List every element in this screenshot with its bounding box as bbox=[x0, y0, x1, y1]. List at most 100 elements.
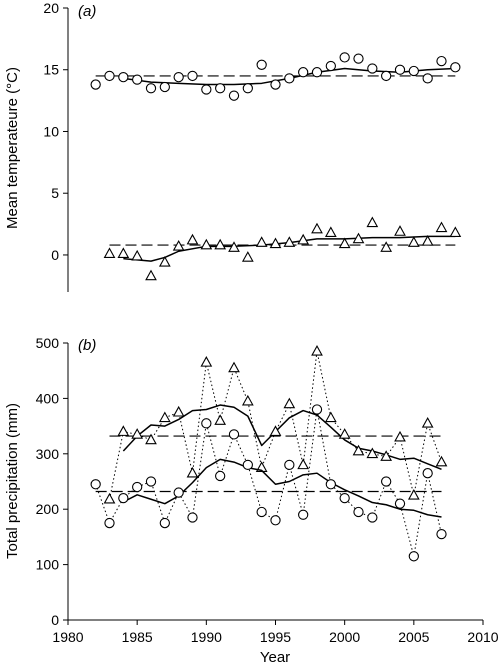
panel-b-series-2-circle-point bbox=[381, 476, 392, 487]
panel-b-series-2-circle-point bbox=[394, 498, 406, 509]
panel-b-series-2-dotted-line bbox=[95, 409, 442, 557]
panel-b-y-tick-label: 300 bbox=[36, 446, 60, 462]
panel-a-series-1-circle-point bbox=[187, 70, 198, 82]
panel-a-y-tick-label: 10 bbox=[43, 123, 59, 139]
panel-a-series-1-circle-point bbox=[436, 55, 447, 67]
panel-b-y-ticks: 0 100 200 300 400 500 bbox=[36, 335, 68, 628]
panel-a-series-2-triangle-point bbox=[228, 241, 240, 252]
panel-b-label: (b) bbox=[78, 337, 96, 354]
panel-a-series-1-circle-point bbox=[118, 71, 129, 83]
panel-b-series-2-circle-point bbox=[325, 479, 336, 490]
panel-a-series-1-circle-point bbox=[339, 52, 350, 63]
panel-b-series-1-triangle-point bbox=[283, 397, 296, 409]
panel-b-series-1-triangle-point bbox=[297, 458, 310, 470]
panel-b-series-2-circle-point bbox=[145, 476, 157, 487]
panel-a-series-2-triangle-point bbox=[421, 235, 434, 246]
panel-a-series-1-circle-point bbox=[228, 90, 240, 101]
panel-a-series-1-circle-point bbox=[173, 71, 184, 83]
panel-b-series-1-triangle-point bbox=[186, 466, 199, 478]
panel-a-series-1-circle-point bbox=[201, 84, 212, 95]
panel-a-plot-area bbox=[90, 52, 462, 281]
x-tick-label: 1980 bbox=[52, 629, 83, 645]
panel-b-series-1-triangle-point bbox=[324, 411, 337, 423]
panel-b-series-2-circle-point bbox=[311, 404, 323, 415]
panel-b-series-1-triangle-point bbox=[117, 425, 130, 436]
panel-b-series-2-circle-point bbox=[270, 515, 281, 526]
panel-a-series-1-circle-point bbox=[284, 73, 295, 84]
panel-a-label: (a) bbox=[78, 3, 96, 20]
panel-a-series-1-circle-point bbox=[270, 79, 281, 90]
panel-a-series-1-circle-point bbox=[394, 64, 406, 75]
panel-a-series-1-circle-point bbox=[325, 60, 336, 72]
panel-b-series-1-triangle-point bbox=[394, 430, 406, 442]
panel-b-series-2-circle-point bbox=[367, 512, 378, 523]
panel-b-y-tick-label: 400 bbox=[36, 390, 60, 406]
panel-a-series-2-triangle-point bbox=[297, 233, 310, 245]
panel-b-series-1-triangle-point bbox=[380, 450, 393, 461]
panel-a-series-1-circle-point bbox=[367, 63, 378, 74]
x-tick-label: 2005 bbox=[398, 629, 429, 645]
panel-a-series-1-circle-point bbox=[298, 67, 309, 78]
panel-b-series-1-triangle-point bbox=[421, 416, 434, 428]
panel-b-y-axis-title: Total precipitation (mm) bbox=[4, 403, 21, 559]
panel-a-series-2-triangle-point bbox=[131, 249, 144, 261]
panel-b-series-2-circle-point bbox=[215, 470, 226, 482]
panel-b-precipitation: 0 100 200 300 400 500 1980 1985 1990 1995 2000 200… bbox=[4, 335, 499, 666]
panel-a-series-2-triangle-point bbox=[103, 247, 116, 259]
panel-a-series-2-triangle-point bbox=[324, 226, 337, 238]
panel-a-series-1-circle-point bbox=[145, 83, 157, 94]
panel-b-series-2-circle-point bbox=[201, 418, 212, 429]
panel-b-series-1-triangle-point bbox=[131, 428, 144, 439]
panel-b-series-1-triangle-point bbox=[435, 455, 448, 467]
panel-b-series-2-circle-point bbox=[298, 509, 309, 520]
panel-a-series-2-triangle-point bbox=[145, 269, 157, 281]
panel-a-y-tick-label: 15 bbox=[43, 62, 59, 78]
panel-b-x-ticks: 1980 1985 1990 1995 2000 2005 2010 bbox=[52, 620, 499, 645]
x-tick-label: 1985 bbox=[122, 629, 153, 645]
panel-b-y-tick-label: 100 bbox=[36, 557, 60, 573]
panel-a-series-1-circle-point bbox=[242, 83, 253, 94]
panel-b-series-1-triangle-point bbox=[352, 444, 365, 456]
panel-b-plot-area bbox=[90, 344, 448, 562]
panel-a-series-2-triangle-point bbox=[172, 239, 185, 251]
panel-b-series-1-triangle-point bbox=[366, 447, 379, 459]
panel-b-series-2-circle-point bbox=[132, 481, 143, 493]
panel-a-series-2-triangle-point bbox=[255, 236, 268, 247]
panel-a-series-2-triangle-point bbox=[269, 237, 282, 249]
panel-b-series-2-circle-point bbox=[118, 492, 129, 504]
panel-a-series-1-circle-point bbox=[104, 70, 115, 82]
x-tick-label: 1995 bbox=[260, 629, 291, 645]
panel-b-series-1-triangle-point bbox=[158, 411, 171, 423]
panel-b-series-2-circle-point bbox=[242, 459, 253, 471]
panel-b-y-tick-label: 0 bbox=[51, 612, 59, 628]
panel-a-series-1-circle-point bbox=[159, 81, 170, 93]
panel-a-series-1-circle-point bbox=[450, 62, 461, 73]
panel-a-series-2-triangle-point bbox=[283, 236, 296, 247]
panel-a-y-tick-label: 20 bbox=[43, 0, 59, 16]
panel-b-series-2-circle-point bbox=[256, 506, 267, 518]
panel-a-series-1-circle-point bbox=[422, 73, 433, 84]
panel-b-series-1-triangle-point bbox=[200, 356, 213, 367]
panel-a-series-1-circle-point bbox=[256, 59, 267, 70]
panel-a-series-1-circle-point bbox=[215, 83, 226, 94]
panel-a-series-2-triangle-point bbox=[407, 236, 420, 247]
panel-a-series-2-triangle-point bbox=[200, 238, 213, 250]
panel-a-series-2-triangle-point bbox=[449, 226, 462, 238]
panel-b-series-2-circle-point bbox=[408, 551, 419, 562]
panel-b-series-2-circle-point bbox=[353, 506, 364, 518]
panel-b-y-tick-label: 500 bbox=[36, 335, 60, 351]
panel-b-series-1-triangle-point bbox=[241, 394, 254, 406]
panel-b-series-1-triangle-point bbox=[338, 428, 351, 439]
panel-a-series-2-triangle-point bbox=[352, 232, 365, 244]
panel-a-series-2-triangle-point bbox=[366, 216, 379, 228]
panel-a-series-2-triangle-point bbox=[186, 233, 199, 245]
panel-a-temperature: 0 5 10 15 20 (a) Mean temperateure (°C) bbox=[4, 0, 462, 292]
panel-a-y-axis-title: Mean temperateure (°C) bbox=[4, 67, 21, 229]
panel-b-series-1-triangle-point bbox=[269, 425, 282, 436]
panel-b-series-1-triangle-point bbox=[407, 489, 420, 500]
panel-b-series-2-smoothed-trend bbox=[122, 458, 442, 518]
panel-a-series-1-circle-point bbox=[408, 65, 419, 77]
panel-a-series-2-triangle-point bbox=[117, 247, 130, 259]
panel-a-series-2-triangle-point bbox=[435, 221, 448, 233]
x-axis-title: Year bbox=[260, 649, 290, 666]
